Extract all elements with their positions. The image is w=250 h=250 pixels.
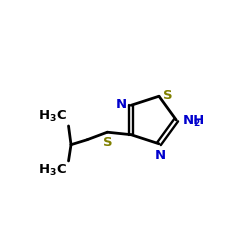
- Text: N: N: [155, 149, 166, 162]
- Text: $\mathregular{H_3C}$: $\mathregular{H_3C}$: [38, 109, 67, 124]
- Text: S: S: [103, 136, 113, 149]
- Text: $\mathregular{H_3C}$: $\mathregular{H_3C}$: [38, 163, 67, 178]
- Text: NH: NH: [183, 114, 206, 126]
- Text: 2: 2: [194, 118, 200, 128]
- Text: S: S: [163, 89, 172, 102]
- Text: N: N: [116, 98, 127, 111]
